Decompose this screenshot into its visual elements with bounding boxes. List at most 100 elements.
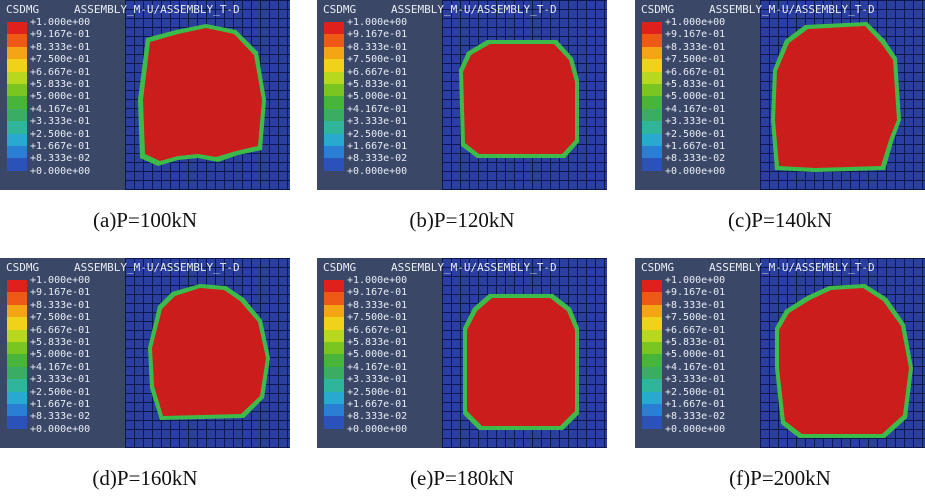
legend-swatch [324, 304, 344, 318]
legend-swatch [324, 96, 344, 109]
legend-swatch [642, 354, 662, 367]
legend-label: +1.000e+00 [665, 275, 726, 286]
legend-label: +5.833e-01 [30, 78, 91, 90]
panel-caption: (f)P=200kN [729, 466, 831, 490]
legend-label: +2.500e-01 [665, 128, 726, 140]
figure-panel-a: CSDMG ASSEMBLY_M-U/ASSEMBLY_T-D +1.000e+… [0, 0, 290, 240]
damage-region [148, 284, 270, 420]
damage-region [459, 40, 579, 158]
legend-label: +5.000e-01 [347, 91, 408, 103]
legend-swatch [642, 341, 662, 355]
legend-swatch [324, 83, 344, 97]
legend-label: +6.667e-01 [665, 324, 726, 336]
legend-label: +5.000e-01 [665, 349, 726, 361]
legend-swatch [324, 133, 344, 146]
legend-label: +8.333e-02 [665, 411, 726, 423]
legend-swatch [642, 329, 662, 342]
color-legend: +1.000e+00 +9.167e-01 +8.333e-01 +7.500e… [324, 17, 444, 177]
legend-label: +5.833e-01 [30, 336, 91, 348]
legend-label: +2.500e-01 [30, 386, 91, 398]
panel-caption: (e)P=180kN [410, 466, 514, 490]
plot-header: CSDMG ASSEMBLY_M-U/ASSEMBLY_T-D [641, 261, 925, 277]
legend-label: +4.167e-01 [665, 103, 726, 115]
legend-swatch [7, 46, 27, 60]
legend-label: +8.333e-02 [665, 153, 726, 165]
legend-swatch [7, 379, 27, 392]
legend-label: +5.000e-01 [665, 91, 726, 103]
legend-swatch [642, 59, 662, 72]
legend-swatch [7, 317, 27, 330]
legend-label: +1.667e-01 [347, 398, 408, 410]
legend-swatch [642, 304, 662, 318]
legend-swatch [642, 403, 662, 417]
legend-swatch [7, 329, 27, 342]
legend-swatch [324, 317, 344, 330]
legend-label: +8.333e-02 [347, 411, 408, 423]
legend-label: +8.333e-01 [347, 41, 408, 53]
legend-label: +7.500e-01 [347, 54, 408, 66]
legend-label: +6.667e-01 [347, 324, 408, 336]
legend-label: +7.500e-01 [347, 312, 408, 324]
legend-label: +8.333e-01 [665, 299, 726, 311]
legend-label: +6.667e-01 [665, 66, 726, 78]
legend-label: +1.667e-01 [665, 398, 726, 410]
legend-swatch [7, 59, 27, 72]
contour-plot: CSDMG ASSEMBLY_M-U/ASSEMBLY_T-D +1.000e+… [317, 258, 607, 448]
legend-label: +0.000e+00 [665, 166, 726, 178]
legend-label: +3.333e-01 [30, 374, 91, 386]
color-legend: +1.000e+00 +9.167e-01 +8.333e-01 +7.500e… [642, 17, 762, 177]
legend-swatch [7, 145, 27, 159]
variable-label: CSDMG [6, 261, 40, 274]
legend-swatch [7, 366, 27, 380]
damage-region [775, 284, 913, 438]
contour-plot: CSDMG ASSEMBLY_M-U/ASSEMBLY_T-D +1.000e+… [635, 258, 925, 448]
variable-label: CSDMG [641, 3, 675, 16]
legend-swatch [642, 46, 662, 60]
assembly-label: ASSEMBLY_M-U/ASSEMBLY_T-D [709, 261, 875, 274]
contour-plot: CSDMG ASSEMBLY_M-U/ASSEMBLY_T-D +1.000e+… [0, 0, 290, 190]
damage-region [771, 22, 901, 172]
variable-label: CSDMG [323, 3, 357, 16]
panel-caption: (b)P=120kN [409, 208, 515, 232]
legend-label: +2.500e-01 [665, 386, 726, 398]
legend-swatch [7, 22, 27, 35]
legend-swatch [7, 354, 27, 367]
legend-label: +8.333e-01 [30, 299, 91, 311]
legend-label: +8.333e-02 [30, 411, 91, 423]
legend-swatch [7, 83, 27, 97]
legend-label: +9.167e-01 [665, 287, 726, 299]
legend-label: +2.500e-01 [347, 386, 408, 398]
assembly-label: ASSEMBLY_M-U/ASSEMBLY_T-D [391, 3, 557, 16]
color-legend: +1.000e+00 +9.167e-01 +8.333e-01 +7.500e… [7, 275, 127, 435]
legend-label: +5.000e-01 [347, 349, 408, 361]
legend-label: +0.000e+00 [347, 166, 408, 178]
contour-plot: CSDMG ASSEMBLY_M-U/ASSEMBLY_T-D +1.000e+… [635, 0, 925, 190]
legend-label: +9.167e-01 [30, 287, 91, 299]
legend-label: +5.833e-01 [665, 336, 726, 348]
legend-label: +9.167e-01 [347, 287, 408, 299]
legend-swatch [642, 317, 662, 330]
legend-swatch [324, 416, 344, 429]
legend-label: +9.167e-01 [347, 29, 408, 41]
plot-header: CSDMG ASSEMBLY_M-U/ASSEMBLY_T-D [323, 3, 607, 19]
legend-swatch [7, 391, 27, 404]
legend-swatch [642, 366, 662, 380]
legend-label: +1.000e+00 [347, 275, 408, 286]
legend-swatch [642, 145, 662, 159]
panel-caption: (c)P=140kN [728, 208, 832, 232]
legend-swatch [642, 379, 662, 392]
legend-swatch [7, 341, 27, 355]
legend-swatch [324, 59, 344, 72]
legend-label: +4.167e-01 [665, 361, 726, 373]
variable-label: CSDMG [641, 261, 675, 274]
legend-label: +8.333e-01 [347, 299, 408, 311]
legend-label: +1.667e-01 [30, 140, 91, 152]
legend-label: +8.333e-01 [665, 41, 726, 53]
legend-label: +3.333e-01 [665, 116, 726, 128]
color-legend: +1.000e+00 +9.167e-01 +8.333e-01 +7.500e… [642, 275, 762, 435]
legend-label: +8.333e-01 [30, 41, 91, 53]
legend-label: +7.500e-01 [665, 312, 726, 324]
legend-label: +6.667e-01 [30, 324, 91, 336]
contour-plot: CSDMG ASSEMBLY_M-U/ASSEMBLY_T-D +1.000e+… [317, 0, 607, 190]
legend-label: +9.167e-01 [665, 29, 726, 41]
